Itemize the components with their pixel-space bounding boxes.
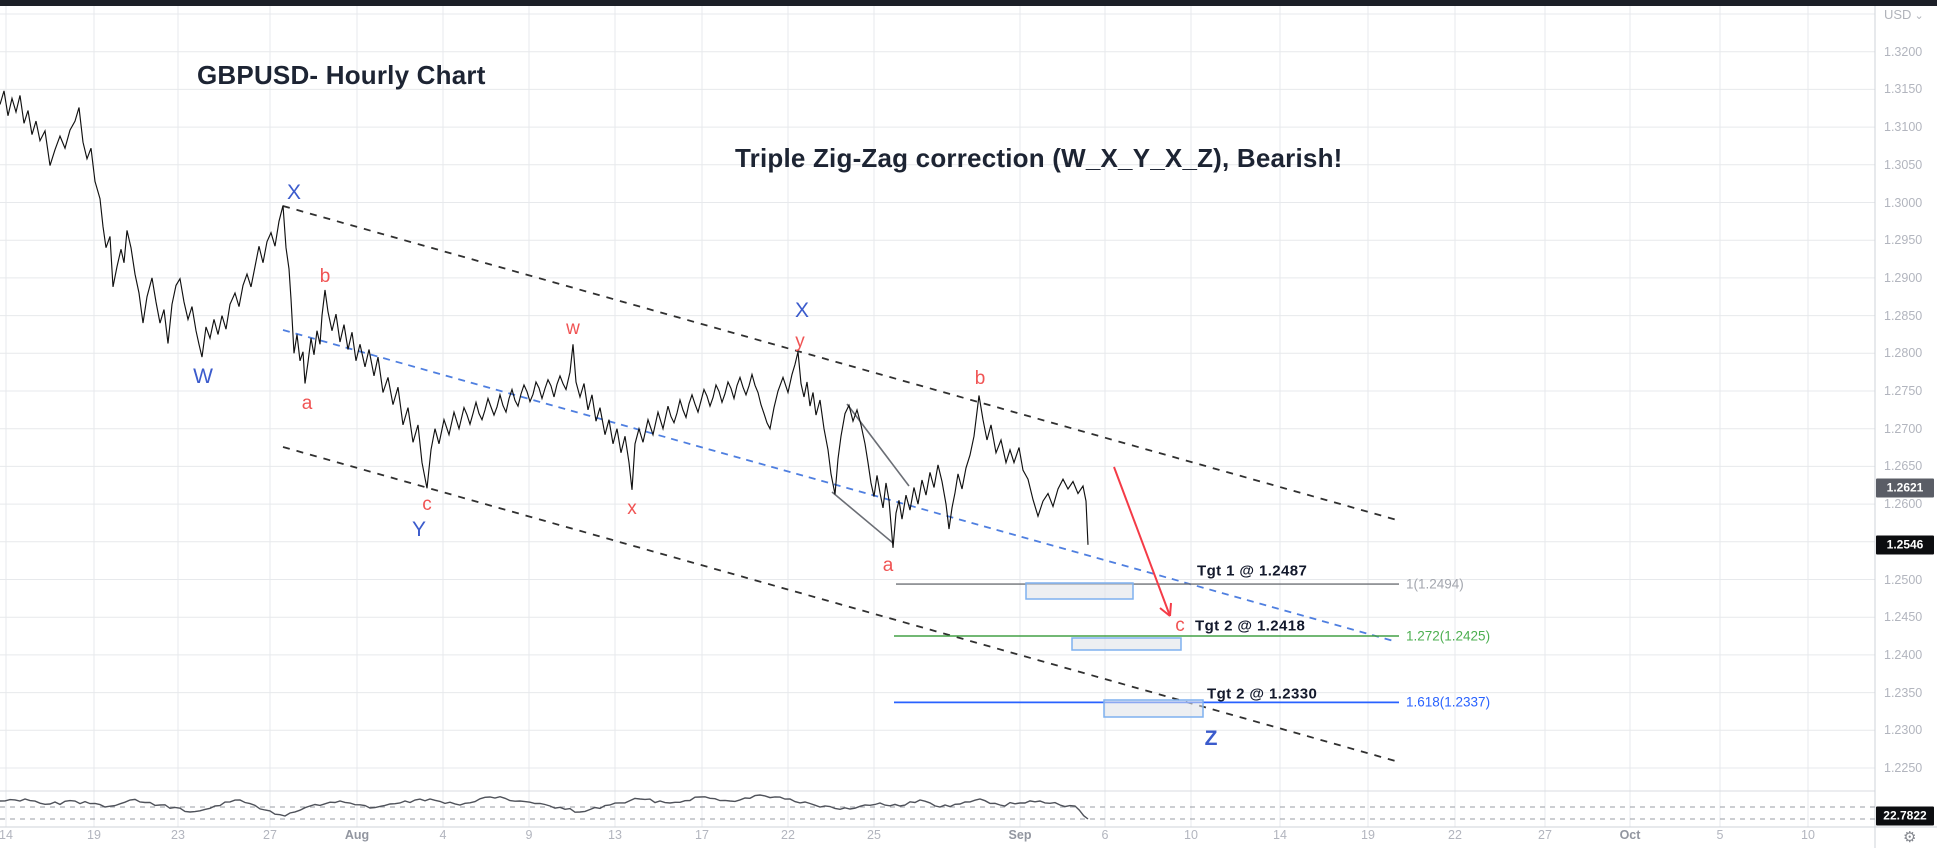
price-tick-label: 1.2600 (1884, 497, 1923, 512)
wave-label-Z[interactable]: Z (1204, 727, 1218, 750)
price-tick-label: 1.3150 (1884, 82, 1923, 97)
gear-icon: ⚙ (1903, 829, 1917, 846)
bearish-arrow-head (1159, 602, 1172, 617)
last-price-badge: 1.2546 (1876, 535, 1934, 555)
time-tick-label: 6 (1101, 828, 1109, 842)
price-tick-label: 1.3050 (1884, 157, 1923, 172)
inner-blue-dashed (282, 329, 1398, 643)
wave-label-a[interactable]: a (301, 393, 313, 414)
fib-level-label-1: 1(1.2494) (1406, 576, 1464, 592)
top-toolbar-edge (0, 0, 1937, 6)
fib-level-label-3: 1.618(1.2337) (1406, 694, 1491, 710)
time-tick-label: 14 (1273, 828, 1287, 842)
time-tick-label: 19 (87, 828, 101, 842)
price-tick-label: 1.2700 (1884, 421, 1923, 436)
price-tick-label: 1.2750 (1884, 384, 1923, 398)
indicator-line (0, 794, 1089, 820)
time-tick-label: 22 (781, 828, 795, 842)
bearish-arrow (1113, 466, 1171, 617)
target-label-3[interactable]: Tgt 2 @ 1.2330 (1207, 685, 1318, 703)
time-tick-label: 27 (263, 828, 277, 842)
time-tick-label: 14 (0, 828, 13, 842)
time-tick-label: 19 (1361, 828, 1375, 842)
price-tick-label: 1.2500 (1884, 572, 1923, 587)
prev-close-price-badge: 1.2621 (1876, 478, 1934, 498)
wave-label-x[interactable]: x (627, 498, 637, 519)
target-label-1[interactable]: Tgt 1 @ 1.2487 (1197, 562, 1308, 580)
upper-channel-dashed (282, 205, 1398, 521)
price-tick-label: 1.2950 (1884, 233, 1923, 248)
currency-label: USD (1884, 7, 1912, 22)
time-tick-label: 17 (695, 828, 709, 842)
lower-channel-dashed (282, 446, 1400, 763)
time-tick-label: 13 (608, 828, 622, 842)
price-tick-label: 1.2800 (1884, 346, 1923, 361)
price-tick-label: 1.2650 (1884, 459, 1923, 474)
axis-settings-button[interactable]: ⚙ (1897, 827, 1919, 847)
time-tick-label: 25 (867, 828, 881, 842)
wave-label-w[interactable]: w (566, 318, 580, 339)
time-tick-label: 27 (1538, 828, 1552, 842)
price-tick-label: 1.3200 (1884, 44, 1923, 59)
time-tick-label: 10 (1801, 828, 1815, 842)
wave-label-a[interactable]: a (882, 555, 894, 576)
chevron-down-icon: ⌄ (1914, 10, 1924, 22)
wave-label-W[interactable]: W (193, 365, 213, 388)
wave-label-y[interactable]: y (795, 331, 805, 352)
price-line (0, 90, 1089, 548)
price-tick-label: 1.2300 (1884, 723, 1923, 738)
fib-level-label-2: 1.272(1.2425) (1406, 628, 1491, 644)
chart-title-annotation[interactable]: GBPUSD- Hourly Chart (197, 60, 486, 90)
time-tick-label: Oct (1619, 828, 1641, 842)
indicator-value-badge: 22.7822 (1876, 806, 1934, 826)
price-tick-label: 1.2900 (1884, 270, 1923, 285)
price-tick-label: 1.2250 (1884, 761, 1923, 775)
time-tick-label: 22 (1448, 828, 1462, 842)
time-tick-label: 5 (1716, 828, 1724, 842)
price-tick-label: 1.2400 (1884, 647, 1923, 662)
projection-box-1 (1025, 582, 1134, 600)
projection-box-2 (1071, 637, 1182, 651)
price-tick-label: 1.2850 (1884, 308, 1923, 323)
time-tick-label: 10 (1184, 828, 1198, 842)
pattern-annotation[interactable]: Triple Zig-Zag correction (W_X_Y_X_Z), B… (735, 143, 1343, 173)
parallelogram-segment (831, 491, 894, 544)
wave-label-c[interactable]: c (422, 494, 432, 515)
wave-label-b[interactable]: b (319, 266, 331, 287)
projection-box-3 (1103, 699, 1204, 718)
wave-label-c[interactable]: c (1175, 615, 1185, 636)
target-label-2[interactable]: Tgt 2 @ 1.2418 (1195, 617, 1306, 635)
price-tick-label: 1.2450 (1884, 610, 1923, 625)
wave-label-Y[interactable]: Y (411, 518, 427, 541)
time-tick-label: Sep (1008, 828, 1032, 842)
time-tick-label: 23 (171, 828, 185, 842)
wave-label-X[interactable]: X (286, 181, 302, 204)
time-tick-label: 4 (439, 828, 447, 842)
price-tick-label: 1.3000 (1884, 195, 1923, 210)
wave-label-X[interactable]: X (794, 299, 810, 322)
price-tick-label: 1.2350 (1884, 685, 1923, 700)
time-tick-label: 9 (525, 828, 533, 842)
parallelogram-segment (846, 403, 910, 487)
time-tick-label: Aug (344, 828, 370, 842)
currency-selector[interactable]: USD ⌄ (1884, 7, 1924, 22)
wave-label-b[interactable]: b (974, 368, 986, 389)
price-tick-label: 1.3100 (1884, 120, 1923, 135)
